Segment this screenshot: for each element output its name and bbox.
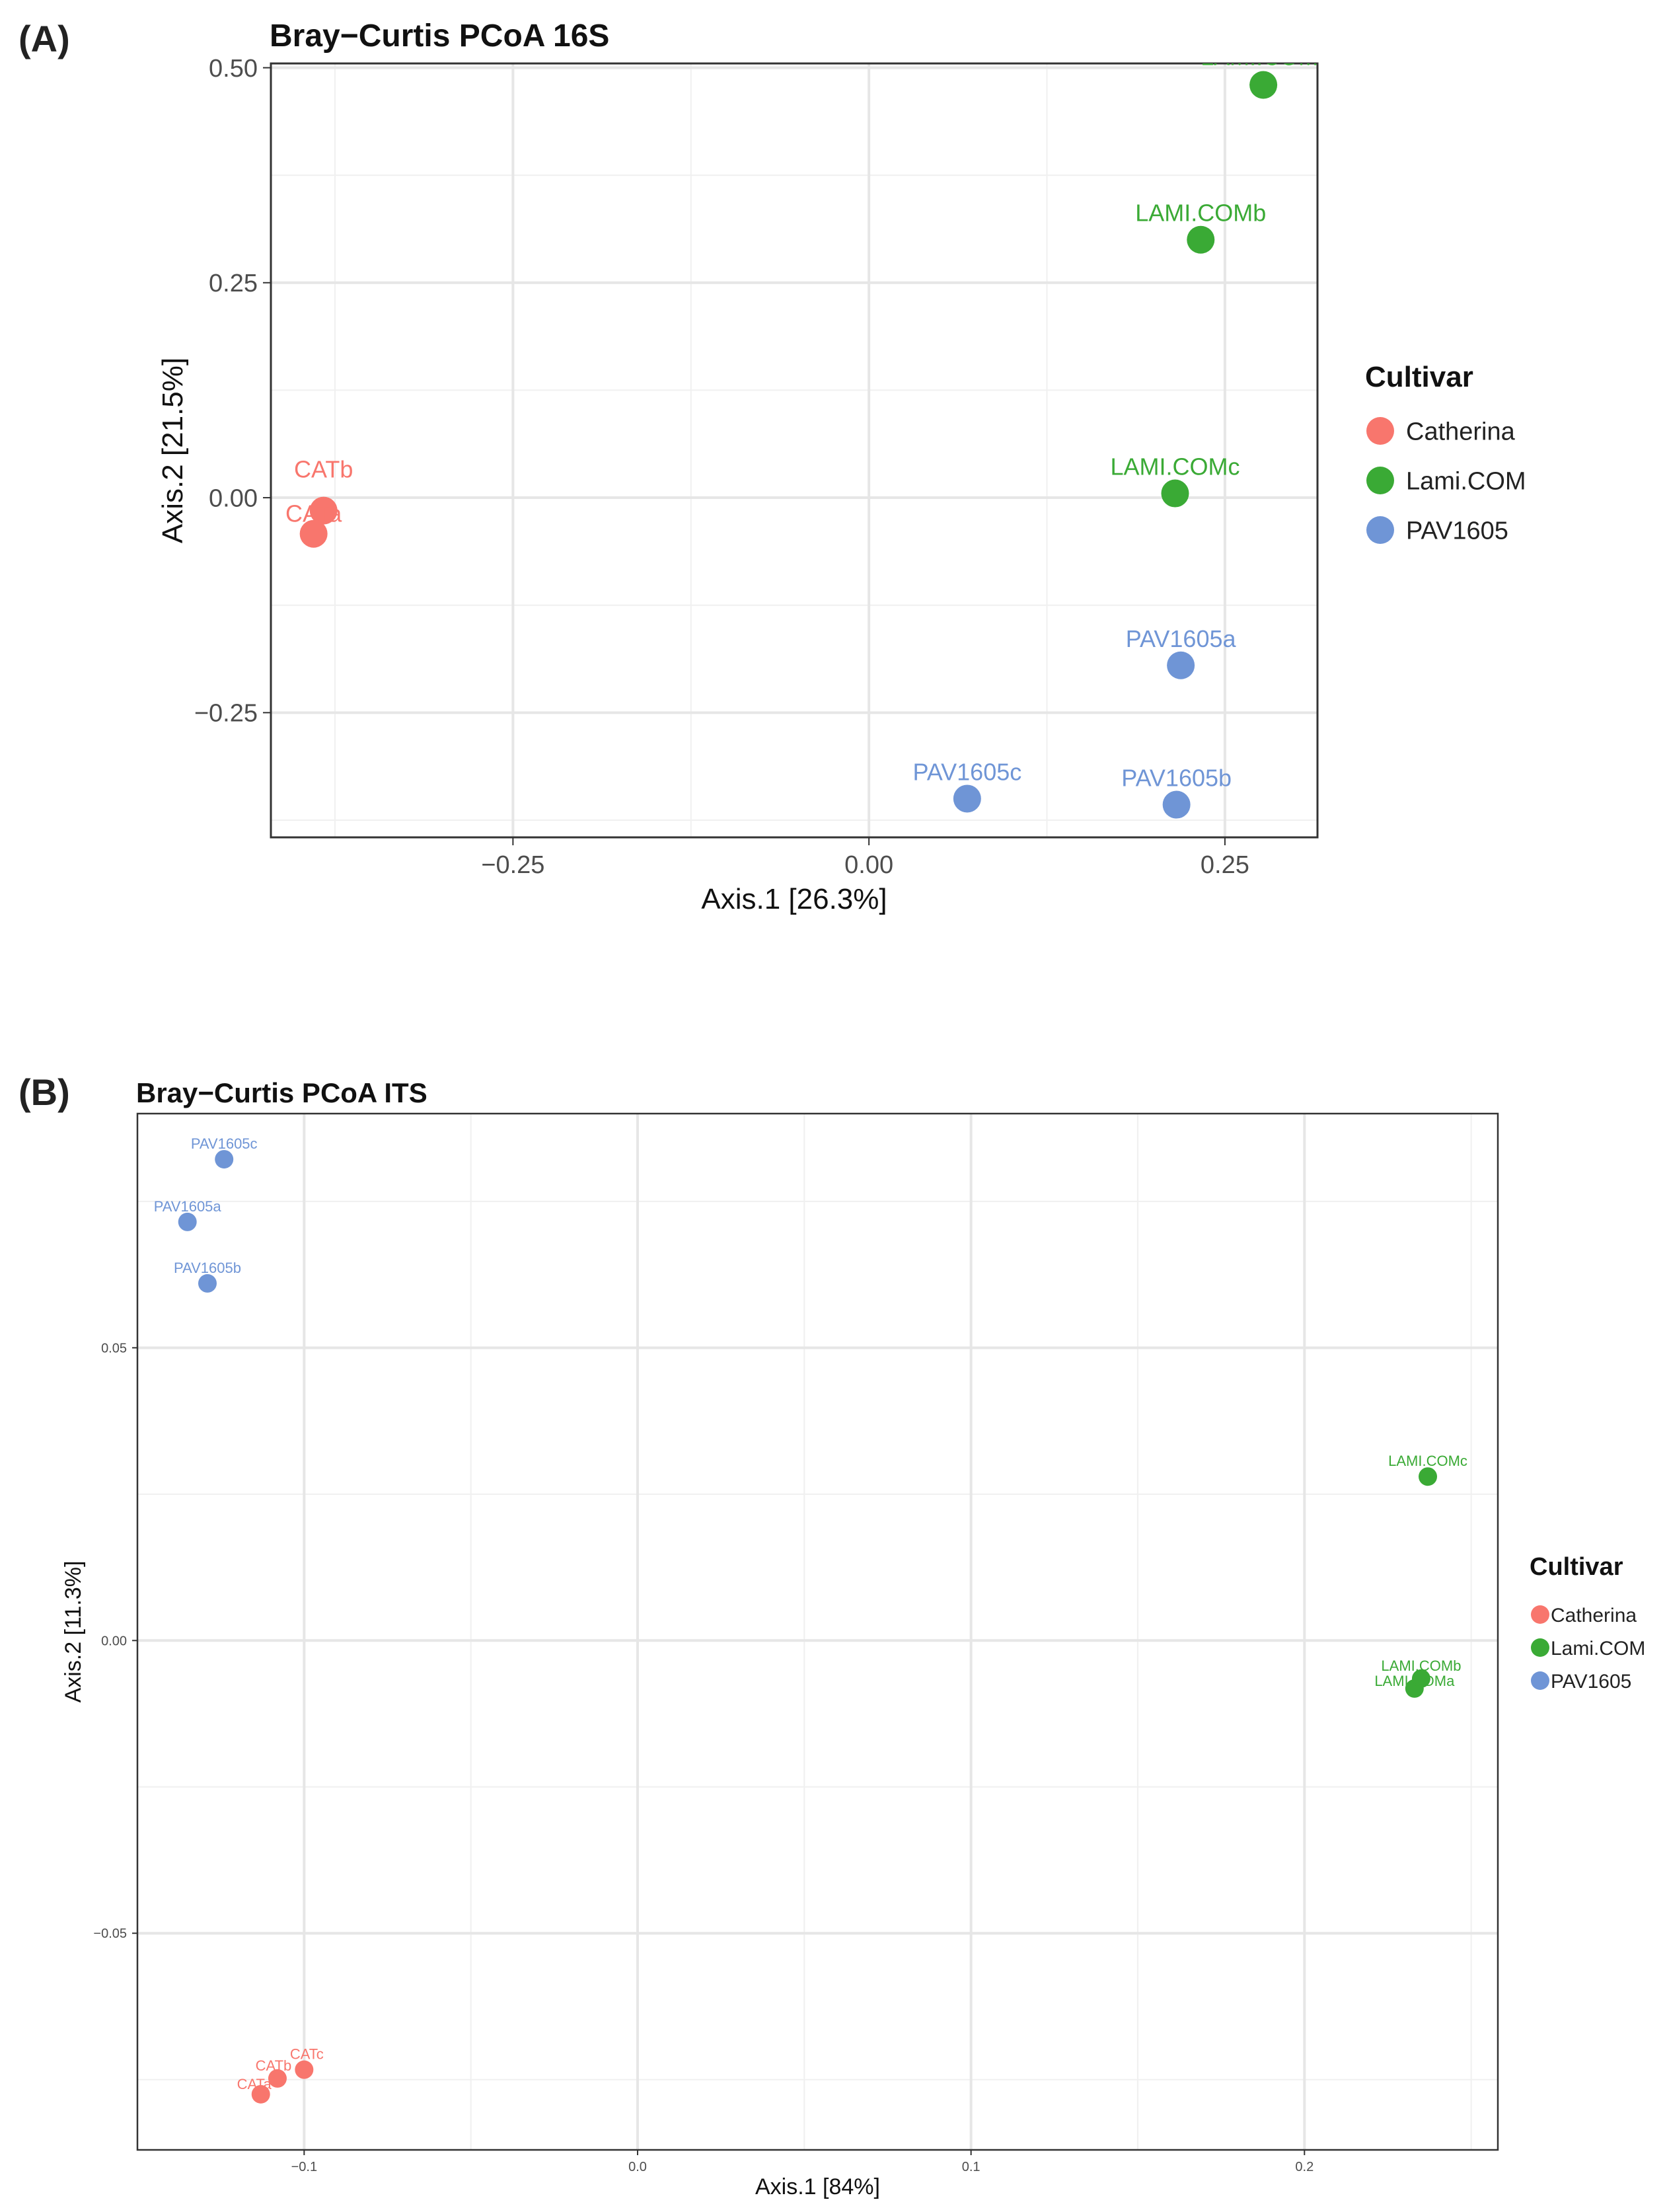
data-point	[215, 1150, 234, 1169]
x-tick-label: −0.25	[481, 851, 544, 879]
x-tick-label: 0.1	[962, 2160, 981, 2174]
chart-title: Bray−Curtis PCoA ITS	[136, 1077, 427, 1108]
pcoa-its-chart: Bray−Curtis PCoA ITS −0.1 0.0 0.1 0.2 −0.05 0.…	[61, 1077, 1645, 2199]
panel-label-a: (A)	[19, 18, 70, 59]
x-axis-title: Axis.1 [26.3%]	[701, 883, 887, 915]
point-label: PAV1605a	[1126, 625, 1237, 652]
point-label: CATb	[294, 456, 353, 483]
data-point	[1411, 1669, 1430, 1688]
legend-label: Lami.COM	[1551, 1638, 1645, 1659]
x-axis-title: Axis.1 [84%]	[755, 2174, 880, 2199]
legend-swatch	[1366, 467, 1394, 494]
point-label: CATa	[285, 500, 342, 527]
legend-label: Lami.COM	[1406, 468, 1526, 496]
point-label: LAMI.COMa	[1374, 1673, 1455, 1689]
x-tick-label: 0.2	[1295, 2160, 1314, 2174]
x-tick-label: 0.25	[1201, 851, 1249, 879]
data-point	[1249, 71, 1278, 99]
data-point	[204, 329, 232, 357]
data-point	[1161, 479, 1189, 508]
plot-background	[271, 63, 1317, 837]
point-label: CATb	[256, 2057, 292, 2074]
legend-swatch	[1531, 1638, 1549, 1657]
y-tick-label: 0.00	[101, 1634, 127, 1648]
point-label: CATc	[290, 2046, 324, 2063]
legend-swatch	[1366, 516, 1394, 544]
data-point	[1167, 651, 1195, 679]
y-tick-label: 0.00	[209, 484, 258, 512]
data-point	[1419, 1467, 1438, 1486]
point-label: LAMI.COMb	[1381, 1658, 1461, 1674]
data-point	[198, 1274, 217, 1293]
y-axis-title: Axis.2 [11.3%]	[61, 1561, 86, 1703]
points-layer: CATc CATb CATa LAMI.COMa LAMI.COMb LAMI.COMc P…	[191, 44, 1332, 819]
point-label: CATa	[237, 2076, 272, 2092]
point-label: LAMI.COMc	[1388, 1453, 1467, 1469]
point-label: PAV1605a	[154, 1198, 222, 1215]
legend-label: Catherina	[1551, 1605, 1637, 1626]
y-tick-label: 0.50	[209, 55, 258, 83]
y-tick-label: 0.25	[209, 270, 258, 297]
point-label: LAMI.COMb	[1135, 200, 1266, 227]
data-point	[309, 496, 338, 525]
point-label: CATc	[191, 303, 246, 330]
data-point	[1162, 790, 1191, 819]
legend-label: Catherina	[1406, 418, 1516, 446]
pcoa-16s-chart: Bray−Curtis PCoA 16S −0.25 0.00 0.25 −0.25 0.…	[157, 19, 1526, 915]
y-tick-label: −0.25	[194, 700, 258, 728]
legend-swatch	[1366, 417, 1394, 445]
point-label: LAMI.COMc	[1110, 453, 1240, 480]
data-point	[295, 2060, 314, 2079]
point-label: PAV1605b	[1121, 765, 1232, 792]
x-tick-label: 0.00	[844, 851, 893, 879]
chart-title: Bray−Curtis PCoA 16S	[270, 19, 609, 54]
legend-label: PAV1605	[1406, 517, 1508, 545]
data-point	[953, 784, 981, 813]
point-label: PAV1605c	[191, 1135, 258, 1152]
data-point	[299, 519, 328, 548]
legend-swatch	[1531, 1605, 1549, 1624]
y-tick-label: −0.05	[93, 1926, 127, 1941]
legend-swatch	[1531, 1671, 1549, 1690]
data-point	[251, 2084, 270, 2104]
x-tick-label: 0.0	[628, 2160, 647, 2174]
plot-frame	[270, 62, 1319, 839]
y-tick-label: 0.05	[101, 1341, 127, 1355]
plot-frame	[136, 1112, 1499, 2151]
legend-label: PAV1605	[1551, 1671, 1631, 1693]
point-label: PAV1605b	[174, 1260, 241, 1276]
plot-background	[137, 1114, 1498, 2150]
legend-title: Cultivar	[1365, 361, 1473, 393]
y-axis-title: Axis.2 [21.5%]	[157, 358, 189, 543]
data-point	[1187, 225, 1215, 254]
panel-label-b: (B)	[19, 1071, 70, 1113]
point-label: PAV1605c	[912, 758, 1021, 785]
x-tick-label: −0.1	[291, 2160, 317, 2174]
data-point	[178, 1212, 197, 1231]
point-label: LAMI.COMa	[1201, 44, 1332, 71]
legend-title: Cultivar	[1530, 1553, 1623, 1581]
data-point	[268, 2069, 287, 2088]
